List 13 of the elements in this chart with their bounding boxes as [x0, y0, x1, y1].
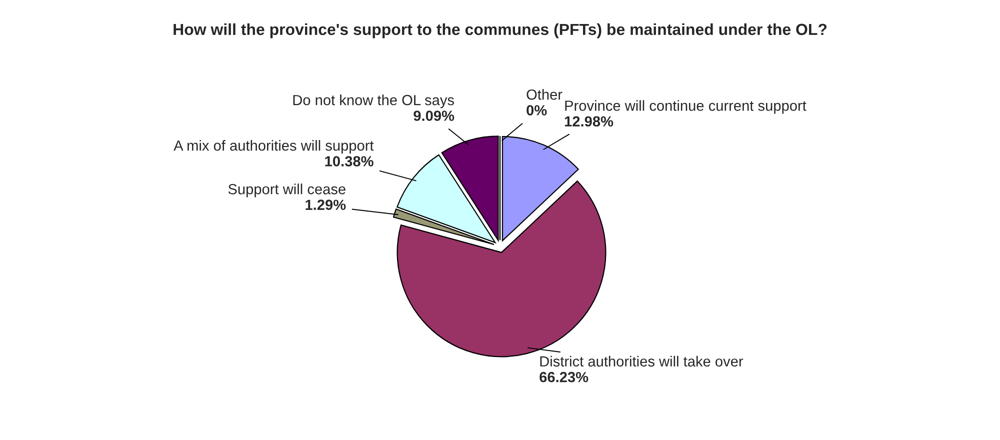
data-label: 12.98%: [564, 116, 614, 127]
data-label: 10.38%: [325, 156, 374, 166]
slice-label: District authorities will take over: [540, 356, 744, 367]
slice-label: Do not know the OL says: [293, 94, 454, 108]
slice-label: A mix of authorities will support: [174, 140, 374, 154]
text: 0%: [526, 105, 547, 116]
category-label: Other: [526, 89, 562, 100]
slice-label: Support will cease: [228, 184, 346, 198]
data-label: 9.09%: [414, 110, 454, 121]
data-label: 1.29%: [306, 200, 346, 210]
data-label: 66.23%: [540, 372, 588, 382]
slice-label: Province will continue current support: [565, 100, 806, 114]
chart-title: How will the province's support to the communes (PFTs) be maintained under the OL?: [174, 23, 827, 38]
